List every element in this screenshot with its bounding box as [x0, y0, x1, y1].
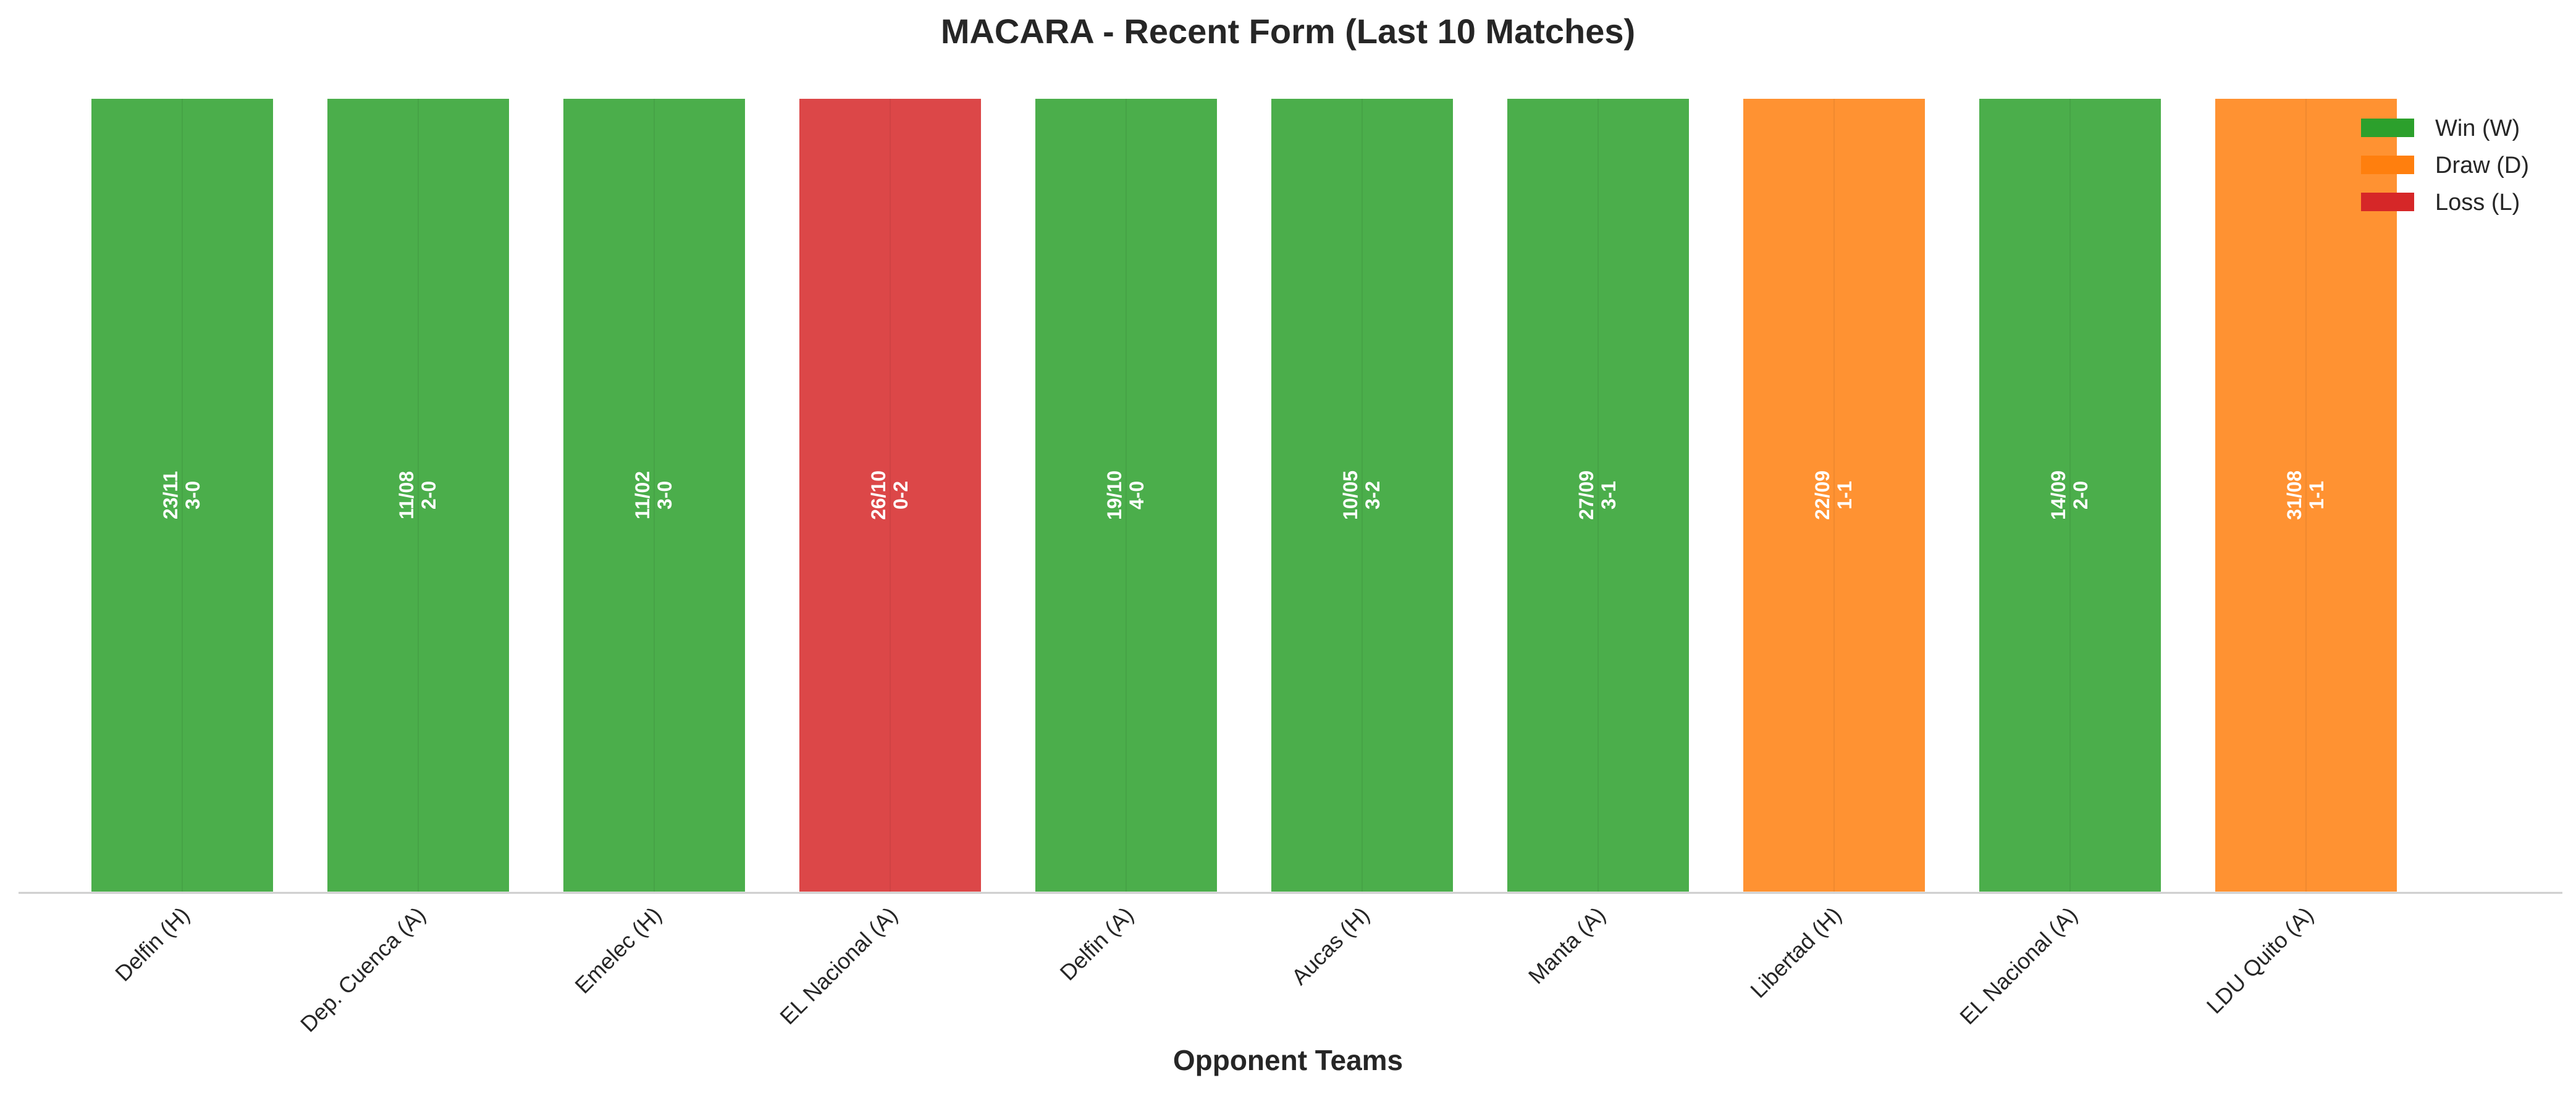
bar-date-2: 11/08	[395, 471, 418, 519]
x-tick-label-3: Emelec (H)	[570, 902, 666, 998]
bar-score-9: 2-0	[2069, 481, 2092, 509]
bar-date-9: 14/09	[2047, 471, 2069, 520]
bar-label-10: 31/081-1	[2283, 471, 2328, 520]
bar-label-1: 23/113-0	[159, 471, 204, 519]
bar-score-8: 1-1	[1833, 481, 1856, 509]
bar-label-6: 10/053-2	[1339, 471, 1384, 520]
bar-date-1: 23/11	[159, 471, 182, 519]
x-tick-label-5: Delfin (A)	[1055, 902, 1139, 985]
x-tick-label-8: Libertad (H)	[1745, 902, 1846, 1003]
x-tick-label-2: Dep. Cuenca (A)	[295, 902, 431, 1037]
chart-title: MACARA - Recent Form (Last 10 Matches)	[941, 12, 1635, 51]
legend: Win (W) Draw (D) Loss (L)	[2361, 115, 2529, 215]
legend-label-d: Draw (D)	[2435, 153, 2529, 178]
bar-5	[1033, 96, 1219, 894]
bar-score-10: 1-1	[2305, 481, 2328, 509]
x-tick-label-6: Aucas (H)	[1287, 902, 1374, 990]
bar-score-1: 3-0	[182, 481, 204, 509]
bar-date-4: 26/10	[867, 471, 890, 520]
bar-1	[89, 96, 276, 894]
bar-score-6: 3-2	[1362, 481, 1384, 509]
bar-score-4: 0-2	[890, 481, 912, 509]
bar-label-4: 26/100-2	[867, 471, 912, 520]
bar-6	[1269, 96, 1455, 894]
bar-label-3: 11/023-0	[631, 471, 676, 519]
bar-date-7: 27/09	[1575, 471, 1597, 520]
legend-label-l: Loss (L)	[2435, 190, 2520, 215]
bar-3	[561, 96, 747, 894]
bar-date-8: 22/09	[1811, 471, 1833, 520]
bar-label-7: 27/093-1	[1575, 471, 1620, 520]
bar-4	[797, 96, 983, 894]
bar-date-10: 31/08	[2283, 471, 2305, 520]
x-tick-labels: Delfin (H) Dep. Cuenca (A) Emelec (H) EL Na…	[110, 902, 2318, 1037]
bar-score-2: 2-0	[418, 481, 440, 509]
x-tick-label-1: Delfin (H)	[110, 902, 194, 986]
legend-swatch-w	[2361, 119, 2414, 137]
bar-7	[1505, 96, 1691, 894]
bar-label-2: 11/082-0	[395, 471, 440, 519]
x-tick-label-10: LDU Quito (A)	[2202, 902, 2318, 1019]
bar-score-3: 3-0	[654, 481, 676, 509]
legend-swatch-d	[2361, 156, 2414, 174]
bar-label-8: 22/091-1	[1811, 471, 1856, 520]
bar-label-5: 19/104-0	[1103, 471, 1148, 520]
x-axis-label: Opponent Teams	[1173, 1044, 1403, 1076]
bar-date-6: 10/05	[1339, 471, 1362, 520]
bar-score-5: 4-0	[1126, 481, 1148, 509]
legend-swatch-l	[2361, 193, 2414, 211]
bars-group: 23/113-0 11/082-0 11/023-0 26/100-2 19/104-0…	[89, 96, 2399, 894]
legend-label-w: Win (W)	[2435, 115, 2520, 141]
bar-2	[325, 96, 511, 894]
bar-10	[2213, 96, 2399, 894]
x-tick-label-9: EL Nacional (A)	[1955, 902, 2082, 1029]
x-tick-label-4: EL Nacional (A)	[775, 902, 902, 1029]
bar-date-3: 11/02	[631, 471, 654, 519]
bar-label-9: 14/092-0	[2047, 471, 2092, 520]
bar-score-7: 3-1	[1597, 481, 1620, 509]
x-tick-label-7: Manta (A)	[1523, 902, 1610, 989]
bar-date-5: 19/10	[1103, 471, 1126, 520]
